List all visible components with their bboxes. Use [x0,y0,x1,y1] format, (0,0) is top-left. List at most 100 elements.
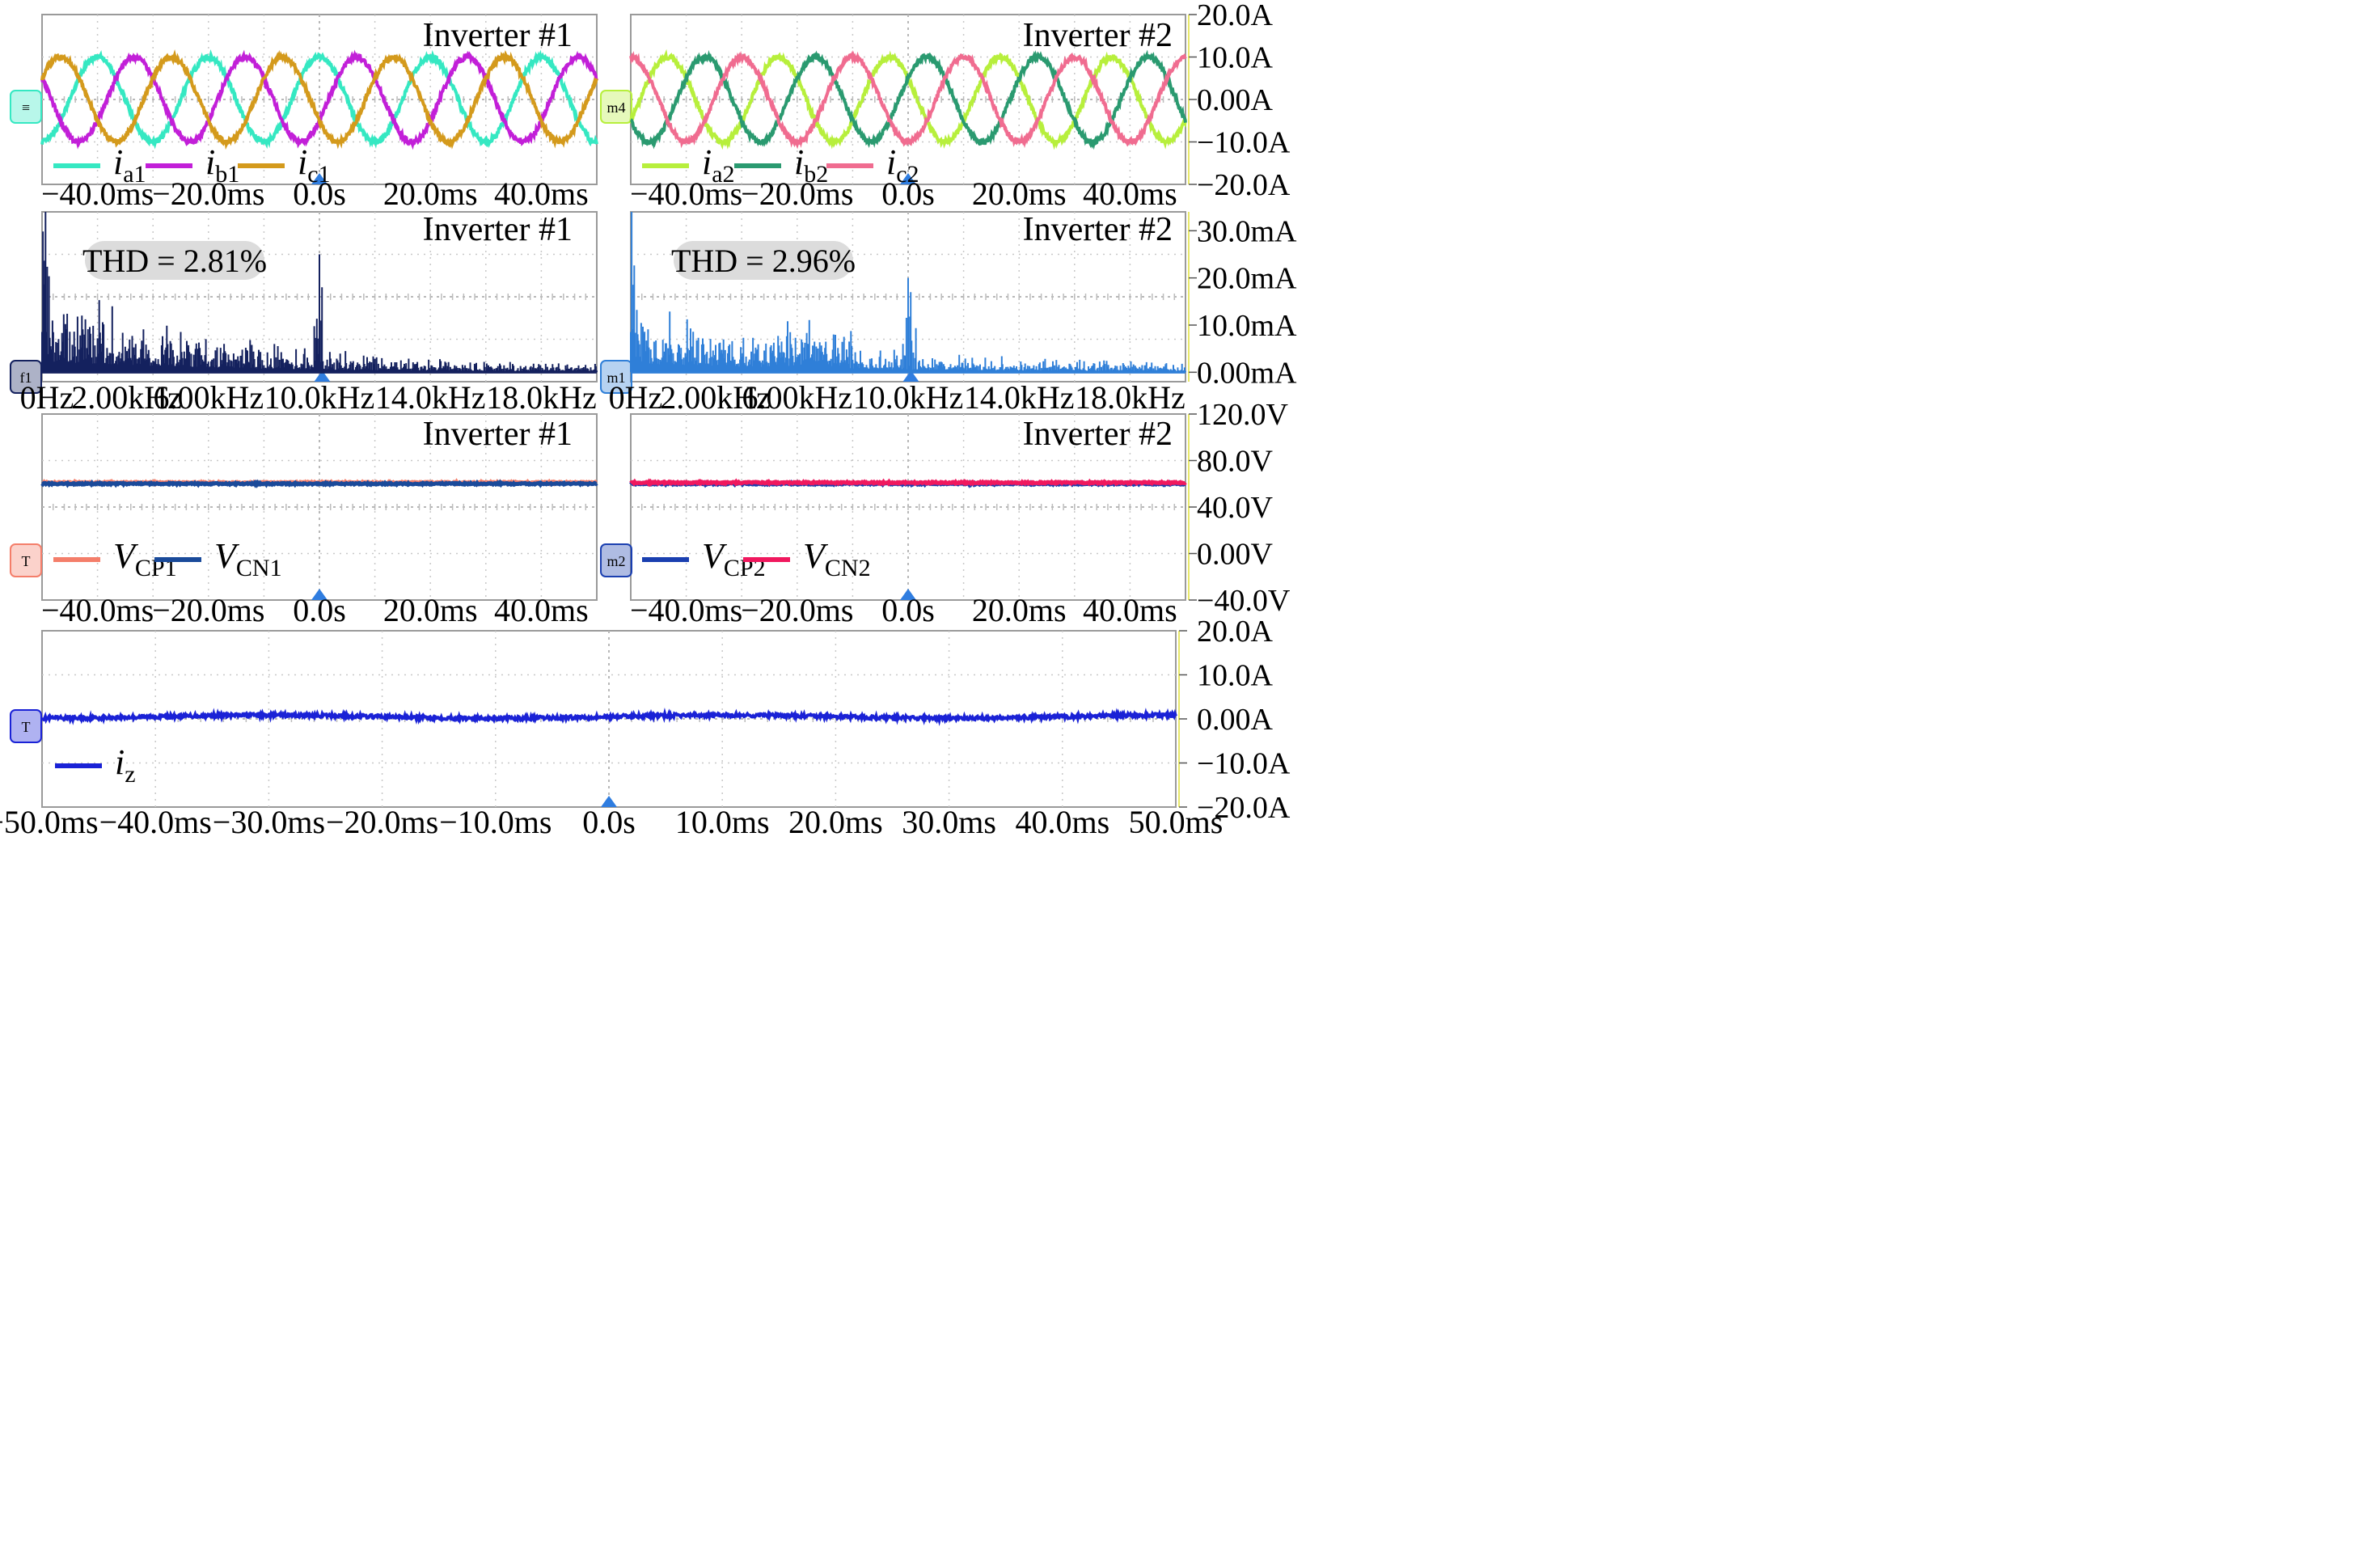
x-tick-label: 50.0ms [1129,804,1224,840]
y-tick-label: 80.0V [1197,445,1274,479]
spectrum-bars [630,212,1186,373]
channel-icon-label: f1 [20,370,32,386]
channel-icon [10,360,42,394]
x-tick-label: 10.0ms [675,804,770,840]
trigger-marker [311,589,328,600]
trigger-marker [311,173,328,184]
x-tick-label: −40.0ms [41,175,154,212]
legend-label-CN1: VCN1 [214,536,282,581]
thd-label: THD = 2.81% [82,243,267,279]
legend-label-c2: ic2 [886,142,919,188]
y-tick-label: 0.00mA [1197,356,1297,390]
x-tick-label: 6.00kHz [742,379,852,416]
x-tick-label: −10.0ms [439,804,552,840]
x-tick-label: 40.0ms [1083,592,1177,628]
trigger-marker [900,589,916,600]
panel-p1: ≡ ia1 ib1 ic1 Inverter #1 −40.0ms−20.0ms 0.0s 2… [10,14,598,212]
channel-icon-label: T [22,553,31,569]
x-tick-label: 2.00kHz [660,379,771,416]
thd-badge [674,241,853,280]
channel-icon-label: ≡ [22,99,30,116]
series-line-CN2 [629,478,1187,488]
x-tick-label: −40.0ms [41,592,154,628]
legend-label-a2: ia2 [702,142,735,188]
y-tick-label: −20.0A [1197,168,1291,202]
y-tick-label: 10.0A [1197,659,1274,693]
thd-badge [85,241,264,280]
x-tick-label: 18.0kHz [1075,379,1186,416]
channel-icon [10,90,42,124]
panel-p7: Tiz −50.0ms−40.0ms−30.0ms−20.0ms−10.0ms 0.… [0,615,1291,840]
x-tick-label: −20.0ms [152,175,264,212]
x-tick-label: 20.0ms [788,804,883,840]
panel-p4: m1 THD = 2.96% Inverter #2 0Hz2.00kHz6.00kH… [600,211,1297,416]
x-tick-label: 40.0ms [494,175,589,212]
trigger-marker [314,370,331,382]
y-tick-label: 20.0A [1197,615,1274,649]
thd-label: THD = 2.96% [671,243,856,279]
x-tick-label: 0.0s [582,804,636,840]
x-tick-label: −40.0ms [99,804,212,840]
x-tick-label: 14.0kHz [964,379,1075,416]
x-tick-label: −20.0ms [741,175,853,212]
y-tick-label: 120.0V [1197,398,1289,432]
plot-title: Inverter #2 [1023,17,1173,54]
legend-label-c1: ic1 [298,142,331,188]
y-tick-label: 0.00A [1197,703,1274,737]
channel-icon [10,709,42,743]
x-tick-label: −20.0ms [326,804,438,840]
y-tick-label: −10.0A [1197,747,1291,781]
x-tick-label: 0Hz [609,379,663,416]
x-tick-label: 0.0s [293,175,346,212]
channel-icon-label: m1 [606,370,625,386]
y-tick-label: 30.0mA [1197,214,1297,248]
channel-icon [600,543,632,577]
legend-label-b2: ib2 [794,142,828,188]
legend-label-a1: ia1 [113,142,146,188]
x-tick-label: 20.0ms [972,175,1067,212]
series-line-c1 [40,49,598,150]
y-tick-label: 40.0V [1197,491,1274,525]
x-tick-label: 30.0ms [902,804,996,840]
x-tick-label: 20.0ms [972,592,1067,628]
y-tick-label: −20.0A [1197,791,1291,825]
x-tick-label: 6.00kHz [153,379,264,416]
x-tick-label: −40.0ms [630,175,742,212]
x-tick-label: 14.0kHz [375,379,486,416]
x-tick-label: 0Hz [20,379,74,416]
legend-label-CP2: VCP2 [702,536,766,581]
plot-title: Inverter #1 [423,17,573,54]
x-tick-label: −50.0ms [0,804,99,840]
y-tick-label: 0.00V [1197,538,1274,572]
legend-label-CN2: VCN2 [803,536,871,581]
x-tick-label: 0.0s [293,592,346,628]
x-tick-label: 10.0kHz [853,379,964,416]
channel-icon-label: m2 [606,553,625,569]
trigger-marker [900,173,916,184]
channel-icon-label: T [22,719,31,735]
x-tick-label: 20.0ms [383,592,478,628]
channel-icon [10,543,42,577]
x-tick-label: −20.0ms [152,592,264,628]
panel-p2: m4 ia2 ib2 ic2 Inverter #2 −40.0ms−20.0ms 0.0s… [600,0,1291,212]
channel-icon [600,360,632,394]
y-tick-label: 20.0mA [1197,262,1297,296]
trigger-marker [601,796,617,807]
series-line-z [40,708,1177,727]
x-tick-label: 20.0ms [383,175,478,212]
series-line-CN1 [40,479,598,488]
y-tick-label: 10.0A [1197,41,1274,75]
x-tick-label: 18.0kHz [486,379,597,416]
x-tick-label: −20.0ms [741,592,853,628]
channel-icon [600,90,632,124]
y-tick-label: −40.0V [1197,584,1291,618]
x-tick-label: −30.0ms [213,804,325,840]
trigger-marker [902,370,919,382]
x-tick-label: 0.0s [881,175,935,212]
x-tick-label: 2.00kHz [71,379,182,416]
panel-p3: f1 THD = 2.81% Inverter #1 0Hz2.00kHz6.00kH… [10,211,598,416]
legend-label-z: iz [115,742,136,788]
y-tick-label: −10.0A [1197,126,1291,160]
